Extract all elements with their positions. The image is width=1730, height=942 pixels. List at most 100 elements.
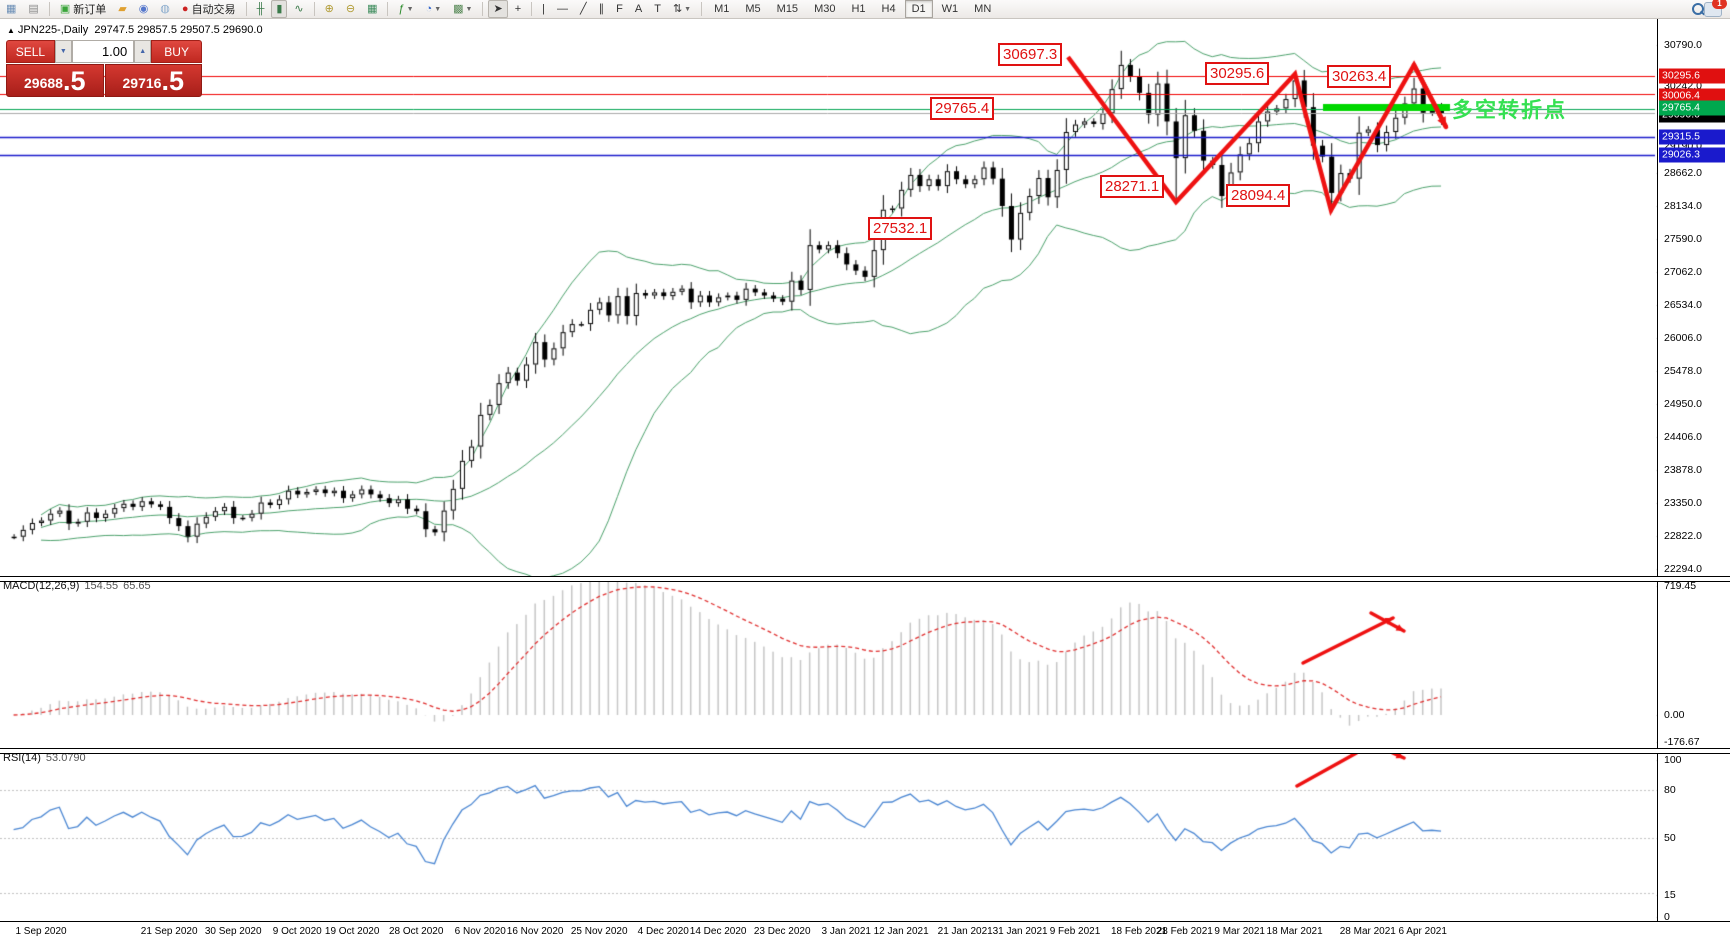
zoom-out-icon[interactable]: ⊖ — [341, 0, 360, 18]
price-badge: 30295.6 — [1659, 68, 1725, 84]
tile-windows-icon[interactable]: ▦ — [362, 0, 382, 18]
buy-button[interactable]: BUY — [151, 40, 202, 63]
price-annotation-label: 28271.1 — [1100, 175, 1165, 198]
vertical-line-icon[interactable]: | — [537, 0, 550, 18]
bar-chart-icon: ╫ — [256, 3, 265, 15]
fibonacci-icon[interactable]: F — [611, 0, 628, 18]
arrows-icon: ⇅ — [672, 3, 683, 15]
chart-profiles-icon[interactable]: ▤ — [23, 0, 43, 18]
timeframe-button-m1[interactable]: M1 — [714, 3, 730, 15]
timeframe-button-d1[interactable]: D1 — [904, 0, 933, 18]
channel-icon[interactable]: ∥ — [594, 0, 610, 18]
price-badge: 29765.4 — [1659, 100, 1725, 116]
trendline-icon[interactable]: ╱ — [575, 0, 592, 18]
price-tick-label: 23350.0 — [1664, 497, 1702, 509]
price-annotation-label: 29765.4 — [930, 97, 995, 120]
price-axis[interactable]: 30242.0 29190.0 30790.0 28662.0 28134.0 27590… — [1657, 18, 1730, 923]
new-order-button-label: 新订单 — [73, 4, 107, 16]
bull-bear-turning-point-note: 多空转折点 — [1452, 99, 1567, 122]
toolbar-separator — [313, 2, 315, 16]
rsi-indicator-label: RSI(14) 53.0790 — [3, 752, 86, 764]
zoom-in-icon[interactable]: ⊕ — [320, 0, 339, 18]
price-tick-label: 28134.0 — [1664, 200, 1702, 212]
candlestick-chart-icon[interactable]: ▮ — [271, 0, 288, 18]
date-tick-label: 25 Nov 2020 — [570, 926, 628, 937]
date-axis[interactable]: 1 Sep 2020 21 Sep 2020 30 Sep 2020 9 Oct 20… — [0, 921, 1730, 942]
date-tick-label: 19 Oct 2020 — [324, 926, 380, 937]
volume-down-button[interactable]: ▼ — [54, 40, 72, 63]
ohlc-values: 29747.5 29857.5 29507.5 29690.0 — [94, 24, 263, 36]
new-chart-icon[interactable]: ▦ — [1, 0, 21, 18]
cursor-icon[interactable]: ➤ — [488, 0, 508, 18]
date-tick-label: 3 Jan 2021 — [821, 926, 872, 937]
pane-separator[interactable] — [0, 576, 1730, 582]
date-tick-label: 18 Mar 2021 — [1266, 926, 1323, 937]
timeframe-button-m15[interactable]: M15 — [776, 3, 799, 15]
price-tick-label: 24950.0 — [1664, 398, 1702, 410]
buy-price[interactable]: 29716.5 — [104, 64, 202, 97]
timeframes-icon: ◔ — [425, 3, 433, 15]
signals-icon: ◍ — [160, 3, 170, 15]
timeframe-button-w1[interactable]: W1 — [941, 3, 959, 15]
chart-symbol-title: ▲ JPN225-,Daily 29747.5 29857.5 29507.5 2… — [7, 24, 263, 36]
price-tick-label: 27062.0 — [1664, 266, 1702, 278]
search-icon[interactable] — [1692, 3, 1706, 16]
date-tick-label: 31 Jan 2021 — [992, 926, 1048, 937]
macd-axis-label: -176.67 — [1664, 736, 1700, 748]
sell-button[interactable]: SELL — [6, 40, 55, 63]
new-order-button[interactable]: ▣ 新订单 — [55, 0, 111, 18]
toolbar-separator — [701, 2, 703, 16]
text-label-icon[interactable]: T — [649, 0, 666, 18]
timeframe-button-m30[interactable]: M30 — [814, 3, 836, 15]
signals-icon[interactable]: ◍ — [155, 0, 175, 18]
indicators-icon[interactable]: ƒ ▼ — [393, 0, 418, 18]
price-tick-label: 24406.0 — [1664, 431, 1702, 443]
timeframe-button-h4[interactable]: H4 — [881, 3, 896, 15]
line-chart-icon[interactable]: ∿ — [289, 0, 308, 18]
arrows-icon[interactable]: ⇅ ▼ — [668, 0, 696, 18]
cursor-icon: ➤ — [493, 3, 503, 15]
volume-up-button[interactable]: ▲ — [134, 40, 152, 63]
volume-input[interactable]: 1.00 — [71, 40, 135, 63]
price-annotation-label: 30263.4 — [1327, 65, 1392, 88]
zoom-out-icon: ⊖ — [345, 3, 356, 15]
line-chart-icon: ∿ — [294, 3, 304, 15]
templates-icon[interactable]: ▩ ▼ — [448, 0, 477, 18]
fibonacci-icon: F — [616, 3, 623, 15]
zoom-in-icon: ⊕ — [324, 3, 334, 15]
autotrading-button[interactable]: ● 自动交易 — [177, 0, 241, 18]
price-tick-label: 22822.0 — [1664, 530, 1702, 542]
autotrading-button-label: 自动交易 — [191, 4, 236, 16]
timeframe-button-h1[interactable]: H1 — [851, 3, 866, 15]
timeframe-button-mn[interactable]: MN — [974, 3, 992, 15]
text-icon[interactable]: A — [630, 0, 647, 18]
crosshair-icon[interactable]: + — [510, 0, 526, 18]
notifications-icon[interactable]: 1 — [1704, 0, 1727, 17]
toolbar-separator — [387, 2, 389, 16]
channel-icon: ∥ — [598, 3, 605, 15]
bar-chart-icon[interactable]: ╫ — [252, 0, 270, 18]
price-tick-label: 25478.0 — [1664, 365, 1702, 377]
horizontal-line-icon[interactable]: — — [552, 0, 573, 18]
toolbar-separator — [245, 2, 247, 16]
tile-windows-icon: ▦ — [367, 3, 378, 15]
timeframe-button-m5[interactable]: M5 — [745, 3, 761, 15]
pane-separator[interactable] — [0, 748, 1730, 754]
date-tick-label: 21 Sep 2020 — [140, 926, 198, 937]
panel-toggle-icon[interactable]: ▲ — [7, 26, 15, 35]
timeframes-icon[interactable]: ◔ ▼ — [421, 0, 447, 18]
highlighter-icon[interactable]: ▰ — [113, 0, 131, 18]
expert-advisor-icon[interactable]: ◉ — [134, 0, 154, 18]
price-badge: 29026.3 — [1659, 147, 1725, 163]
price-tick-label: 27590.0 — [1664, 233, 1702, 245]
dropdown-caret-icon: ▼ — [406, 5, 414, 13]
notification-count-badge: 1 — [1712, 0, 1727, 9]
dropdown-caret-icon: ▼ — [434, 5, 442, 13]
price-tick-label: 30790.0 — [1664, 39, 1702, 51]
date-tick-label: 30 Sep 2020 — [204, 926, 262, 937]
price-annotation-label: 30295.6 — [1205, 62, 1270, 85]
indicators-icon: ƒ — [398, 3, 405, 15]
sell-price[interactable]: 29688.5 — [6, 64, 104, 97]
date-tick-label: 21 Jan 2021 — [937, 926, 993, 937]
